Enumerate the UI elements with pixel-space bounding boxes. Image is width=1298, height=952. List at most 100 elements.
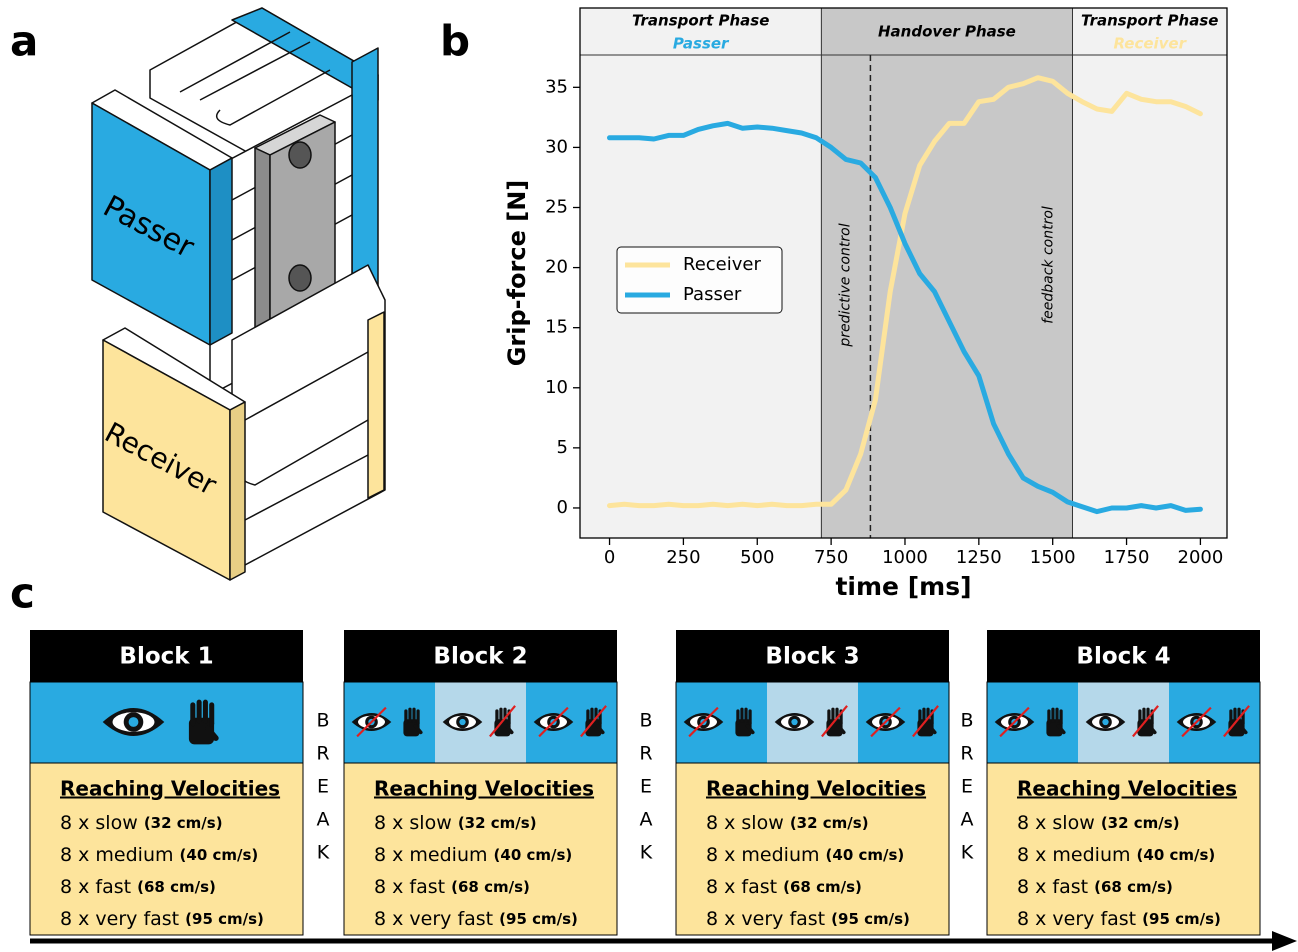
break-letter: A (640, 809, 653, 831)
trial-count: 8 x very fast (60, 908, 179, 930)
hand-finger (740, 708, 743, 723)
trial-speed: (95 cm/s) (831, 910, 910, 928)
break-letter: K (961, 842, 974, 864)
trial-speed: (32 cm/s) (1101, 814, 1180, 832)
block-title: Block 1 (119, 644, 213, 670)
x-tick-label: 250 (666, 547, 700, 568)
condition-band (30, 682, 303, 763)
annotation: feedback control (1040, 206, 1056, 324)
break-letter: E (317, 776, 329, 798)
trial-count: 8 x fast (60, 876, 131, 898)
eye-pupil (459, 719, 465, 725)
y-axis-label: Grip-force [N] (503, 180, 531, 367)
eye-pupil (791, 719, 797, 725)
figure: a b c Passer Receiver Transport PhasePas… (0, 0, 1298, 952)
y-tick-label: 25 (545, 197, 568, 218)
hand-finger (744, 708, 747, 723)
trial-speed: (32 cm/s) (790, 814, 869, 832)
break-letter: E (640, 776, 652, 798)
phase-subtitle: Passer (673, 35, 730, 53)
hand-finger (1047, 709, 1050, 724)
trial-count: 8 x slow (374, 812, 452, 834)
hand-finger (1055, 708, 1058, 723)
trial-line: 8 x very fast (95 cm/s) (1017, 908, 1221, 930)
trial-speed: (68 cm/s) (137, 878, 216, 896)
legend-label: Passer (683, 284, 742, 305)
break-letter: K (317, 842, 330, 864)
block-title: Block 2 (433, 644, 527, 670)
trial-count: 8 x slow (1017, 812, 1095, 834)
trial-line: 8 x slow (32 cm/s) (706, 812, 869, 834)
trial-line: 8 x fast (68 cm/s) (706, 876, 862, 898)
trial-speed: (68 cm/s) (451, 878, 530, 896)
trial-speed: (40 cm/s) (180, 846, 259, 864)
trial-line: 8 x very fast (95 cm/s) (60, 908, 264, 930)
trial-line: 8 x medium (40 cm/s) (60, 844, 258, 866)
trial-count: 8 x slow (60, 812, 138, 834)
trial-heading: Reaching Velocities (1017, 777, 1237, 801)
break-letter: K (640, 842, 653, 864)
trial-line: 8 x very fast (95 cm/s) (706, 908, 910, 930)
x-tick-label: 1500 (1030, 547, 1076, 568)
trial-heading: Reaching Velocities (706, 777, 926, 801)
break-letter: B (960, 710, 973, 732)
hand-finger (416, 709, 419, 724)
phase-title: Transport Phase (632, 12, 769, 30)
break-letter: B (316, 710, 329, 732)
phase-band (1072, 8, 1227, 538)
trial-line: 8 x medium (40 cm/s) (374, 844, 572, 866)
y-tick-label: 0 (557, 497, 568, 518)
trial-count: 8 x medium (1017, 844, 1131, 866)
hand-finger (748, 709, 751, 724)
trial-count: 8 x medium (374, 844, 488, 866)
trial-heading: Reaching Velocities (60, 777, 280, 801)
y-tick-label: 10 (545, 377, 568, 398)
hand-finger (408, 708, 411, 723)
trial-speed: (95 cm/s) (499, 910, 578, 928)
trial-line: 8 x fast (68 cm/s) (1017, 876, 1173, 898)
hand-finger (1051, 708, 1054, 723)
x-tick-label: 500 (740, 547, 774, 568)
x-tick-label: 0 (604, 547, 615, 568)
x-tick-label: 750 (814, 547, 848, 568)
trial-speed: (40 cm/s) (826, 846, 905, 864)
trial-heading: Reaching Velocities (374, 777, 594, 801)
trial-count: 8 x very fast (1017, 908, 1136, 930)
hand-finger (404, 709, 407, 724)
x-tick-label: 1750 (1104, 547, 1150, 568)
trial-count: 8 x medium (60, 844, 174, 866)
annotation: predictive control (837, 223, 853, 347)
panel-label: c (10, 569, 35, 618)
phase-subtitle: Receiver (1113, 35, 1187, 53)
hand-finger (412, 708, 415, 723)
trial-line: 8 x medium (40 cm/s) (706, 844, 904, 866)
hand-finger (736, 709, 739, 724)
trial-speed: (32 cm/s) (144, 814, 223, 832)
hand-finger (197, 700, 202, 724)
y-tick-label: 5 (557, 437, 568, 458)
y-tick-label: 30 (545, 136, 568, 157)
trial-line: 8 x slow (32 cm/s) (60, 812, 223, 834)
trial-speed: (95 cm/s) (1142, 910, 1221, 928)
eye-pupil (1102, 719, 1108, 725)
hand-finger (918, 709, 921, 724)
legend-label: Receiver (683, 254, 761, 275)
trial-count: 8 x very fast (374, 908, 493, 930)
trial-count: 8 x medium (706, 844, 820, 866)
y-tick-label: 35 (545, 76, 568, 97)
trial-speed: (32 cm/s) (458, 814, 537, 832)
break-letter: R (639, 743, 652, 765)
device-drawing (92, 8, 385, 580)
block-title: Block 3 (765, 644, 859, 670)
hand-finger (1059, 709, 1062, 724)
trial-count: 8 x fast (374, 876, 445, 898)
hand-finger (495, 709, 498, 724)
arrow-head (1272, 931, 1297, 951)
hand-finger (209, 702, 214, 726)
trial-line: 8 x medium (40 cm/s) (1017, 844, 1215, 866)
hand-finger (827, 709, 830, 724)
phase-title: Handover Phase (878, 23, 1016, 41)
hand-finger (1229, 709, 1232, 724)
x-tick-label: 1250 (956, 547, 1002, 568)
trial-line: 8 x very fast (95 cm/s) (374, 908, 578, 930)
